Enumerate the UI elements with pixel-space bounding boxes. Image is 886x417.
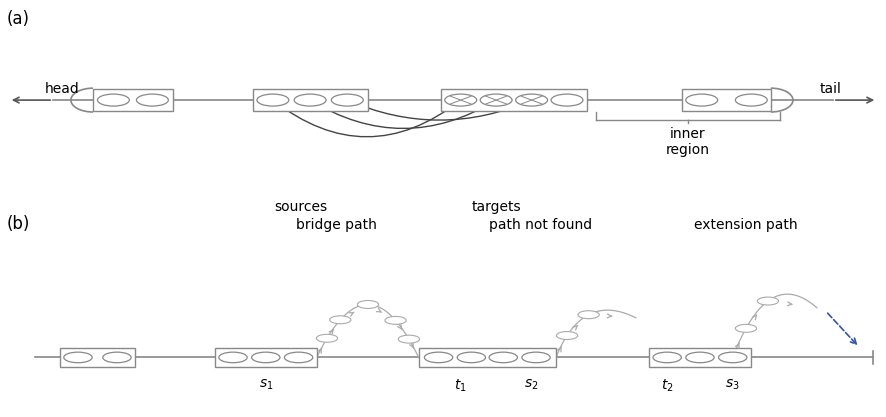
Bar bbox=[682, 89, 771, 111]
Circle shape bbox=[551, 94, 583, 106]
Circle shape bbox=[294, 94, 326, 106]
Circle shape bbox=[735, 94, 767, 106]
Circle shape bbox=[252, 352, 280, 363]
Circle shape bbox=[480, 94, 512, 106]
Circle shape bbox=[457, 352, 486, 363]
Text: inner
region: inner region bbox=[665, 127, 710, 157]
Text: $s_1$: $s_1$ bbox=[259, 377, 273, 392]
Text: tail: tail bbox=[820, 82, 842, 96]
Circle shape bbox=[489, 352, 517, 363]
Circle shape bbox=[331, 94, 363, 106]
Bar bbox=[214, 347, 317, 367]
Circle shape bbox=[424, 352, 453, 363]
Circle shape bbox=[316, 334, 338, 342]
Bar bbox=[93, 89, 173, 111]
Bar bbox=[253, 89, 368, 111]
Circle shape bbox=[284, 352, 313, 363]
Text: sources: sources bbox=[275, 200, 328, 214]
Text: $t_2$: $t_2$ bbox=[661, 377, 673, 394]
Circle shape bbox=[556, 332, 578, 339]
Text: bridge path: bridge path bbox=[296, 219, 377, 232]
Text: $s_2$: $s_2$ bbox=[525, 377, 539, 392]
Circle shape bbox=[522, 352, 550, 363]
Text: $t_1$: $t_1$ bbox=[455, 377, 467, 394]
Bar bbox=[649, 347, 751, 367]
Circle shape bbox=[516, 94, 548, 106]
Text: extension path: extension path bbox=[694, 219, 797, 232]
Circle shape bbox=[399, 335, 420, 343]
Circle shape bbox=[385, 317, 406, 324]
Bar bbox=[60, 347, 135, 367]
Circle shape bbox=[136, 94, 168, 106]
Text: head: head bbox=[44, 82, 79, 96]
Circle shape bbox=[219, 352, 247, 363]
Circle shape bbox=[686, 94, 718, 106]
Text: targets: targets bbox=[471, 200, 521, 214]
Circle shape bbox=[735, 324, 757, 332]
Circle shape bbox=[578, 311, 599, 319]
Circle shape bbox=[653, 352, 681, 363]
Circle shape bbox=[686, 352, 714, 363]
Text: $s_3$: $s_3$ bbox=[726, 377, 740, 392]
Circle shape bbox=[330, 316, 351, 324]
Circle shape bbox=[758, 297, 779, 305]
Text: (b): (b) bbox=[7, 215, 30, 233]
Circle shape bbox=[445, 94, 477, 106]
Circle shape bbox=[357, 301, 378, 309]
Circle shape bbox=[719, 352, 747, 363]
Bar bbox=[418, 347, 556, 367]
Circle shape bbox=[97, 94, 129, 106]
Bar bbox=[441, 89, 587, 111]
Circle shape bbox=[103, 352, 131, 363]
Circle shape bbox=[257, 94, 289, 106]
Text: path not found: path not found bbox=[489, 219, 592, 232]
Text: (a): (a) bbox=[7, 10, 30, 28]
Circle shape bbox=[64, 352, 92, 363]
